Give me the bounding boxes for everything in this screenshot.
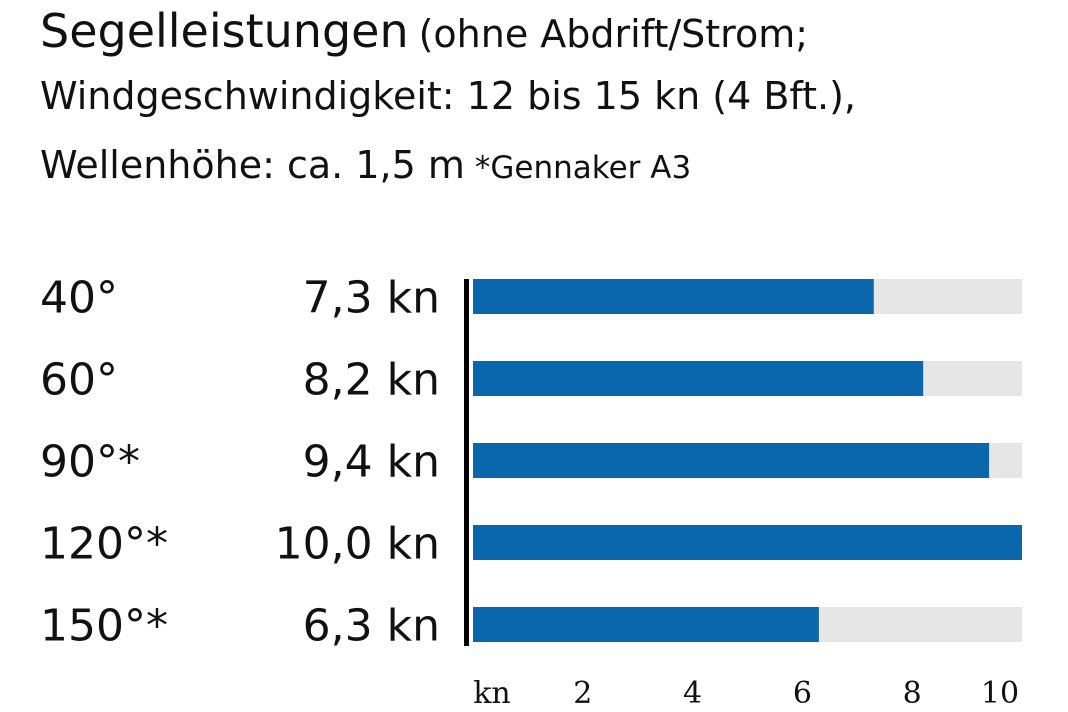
chart-footnote: *Gennaker A3 [474,150,692,186]
x-tick-label: 2 [573,676,592,711]
category-label: 150°* [40,601,168,652]
bar [473,279,874,314]
category-label: 120°* [40,519,168,570]
bar [473,607,819,642]
category-label: 60° [40,355,118,406]
chart-title-line: Segelleistungen (ohne Abdrift/Strom; [40,8,808,54]
bar [473,361,924,396]
category-label: 90°* [40,437,140,488]
x-tick-label: 10 [981,676,1019,711]
category-label: 40° [40,273,118,324]
bar [473,525,1022,560]
x-tick-label: 6 [793,676,812,711]
chart-subtitle-part3: Wellenhöhe: ca. 1,5 m [40,143,465,187]
bar [473,443,990,478]
x-axis-unit-label: kn [473,676,511,711]
value-label: 10,0 kn [275,519,440,570]
x-tick-label: 4 [683,676,702,711]
x-tick-label: 8 [903,676,922,711]
value-label: 9,4 kn [303,437,440,488]
value-label: 6,3 kn [303,601,440,652]
chart-subtitle-line2: Windgeschwindigkeit: 12 bis 15 kn (4 Bft… [40,77,856,115]
y-axis-line [464,279,469,646]
value-label: 8,2 kn [303,355,440,406]
chart-title: Segelleistungen [40,4,409,58]
chart-subtitle-part1: (ohne Abdrift/Strom; [418,12,809,56]
chart-subtitle-part2: Windgeschwindigkeit: 12 bis 15 kn (4 Bft… [40,74,856,118]
chart-subtitle-line3: Wellenhöhe: ca. 1,5 m *Gennaker A3 [40,146,691,184]
value-label: 7,3 kn [303,273,440,324]
